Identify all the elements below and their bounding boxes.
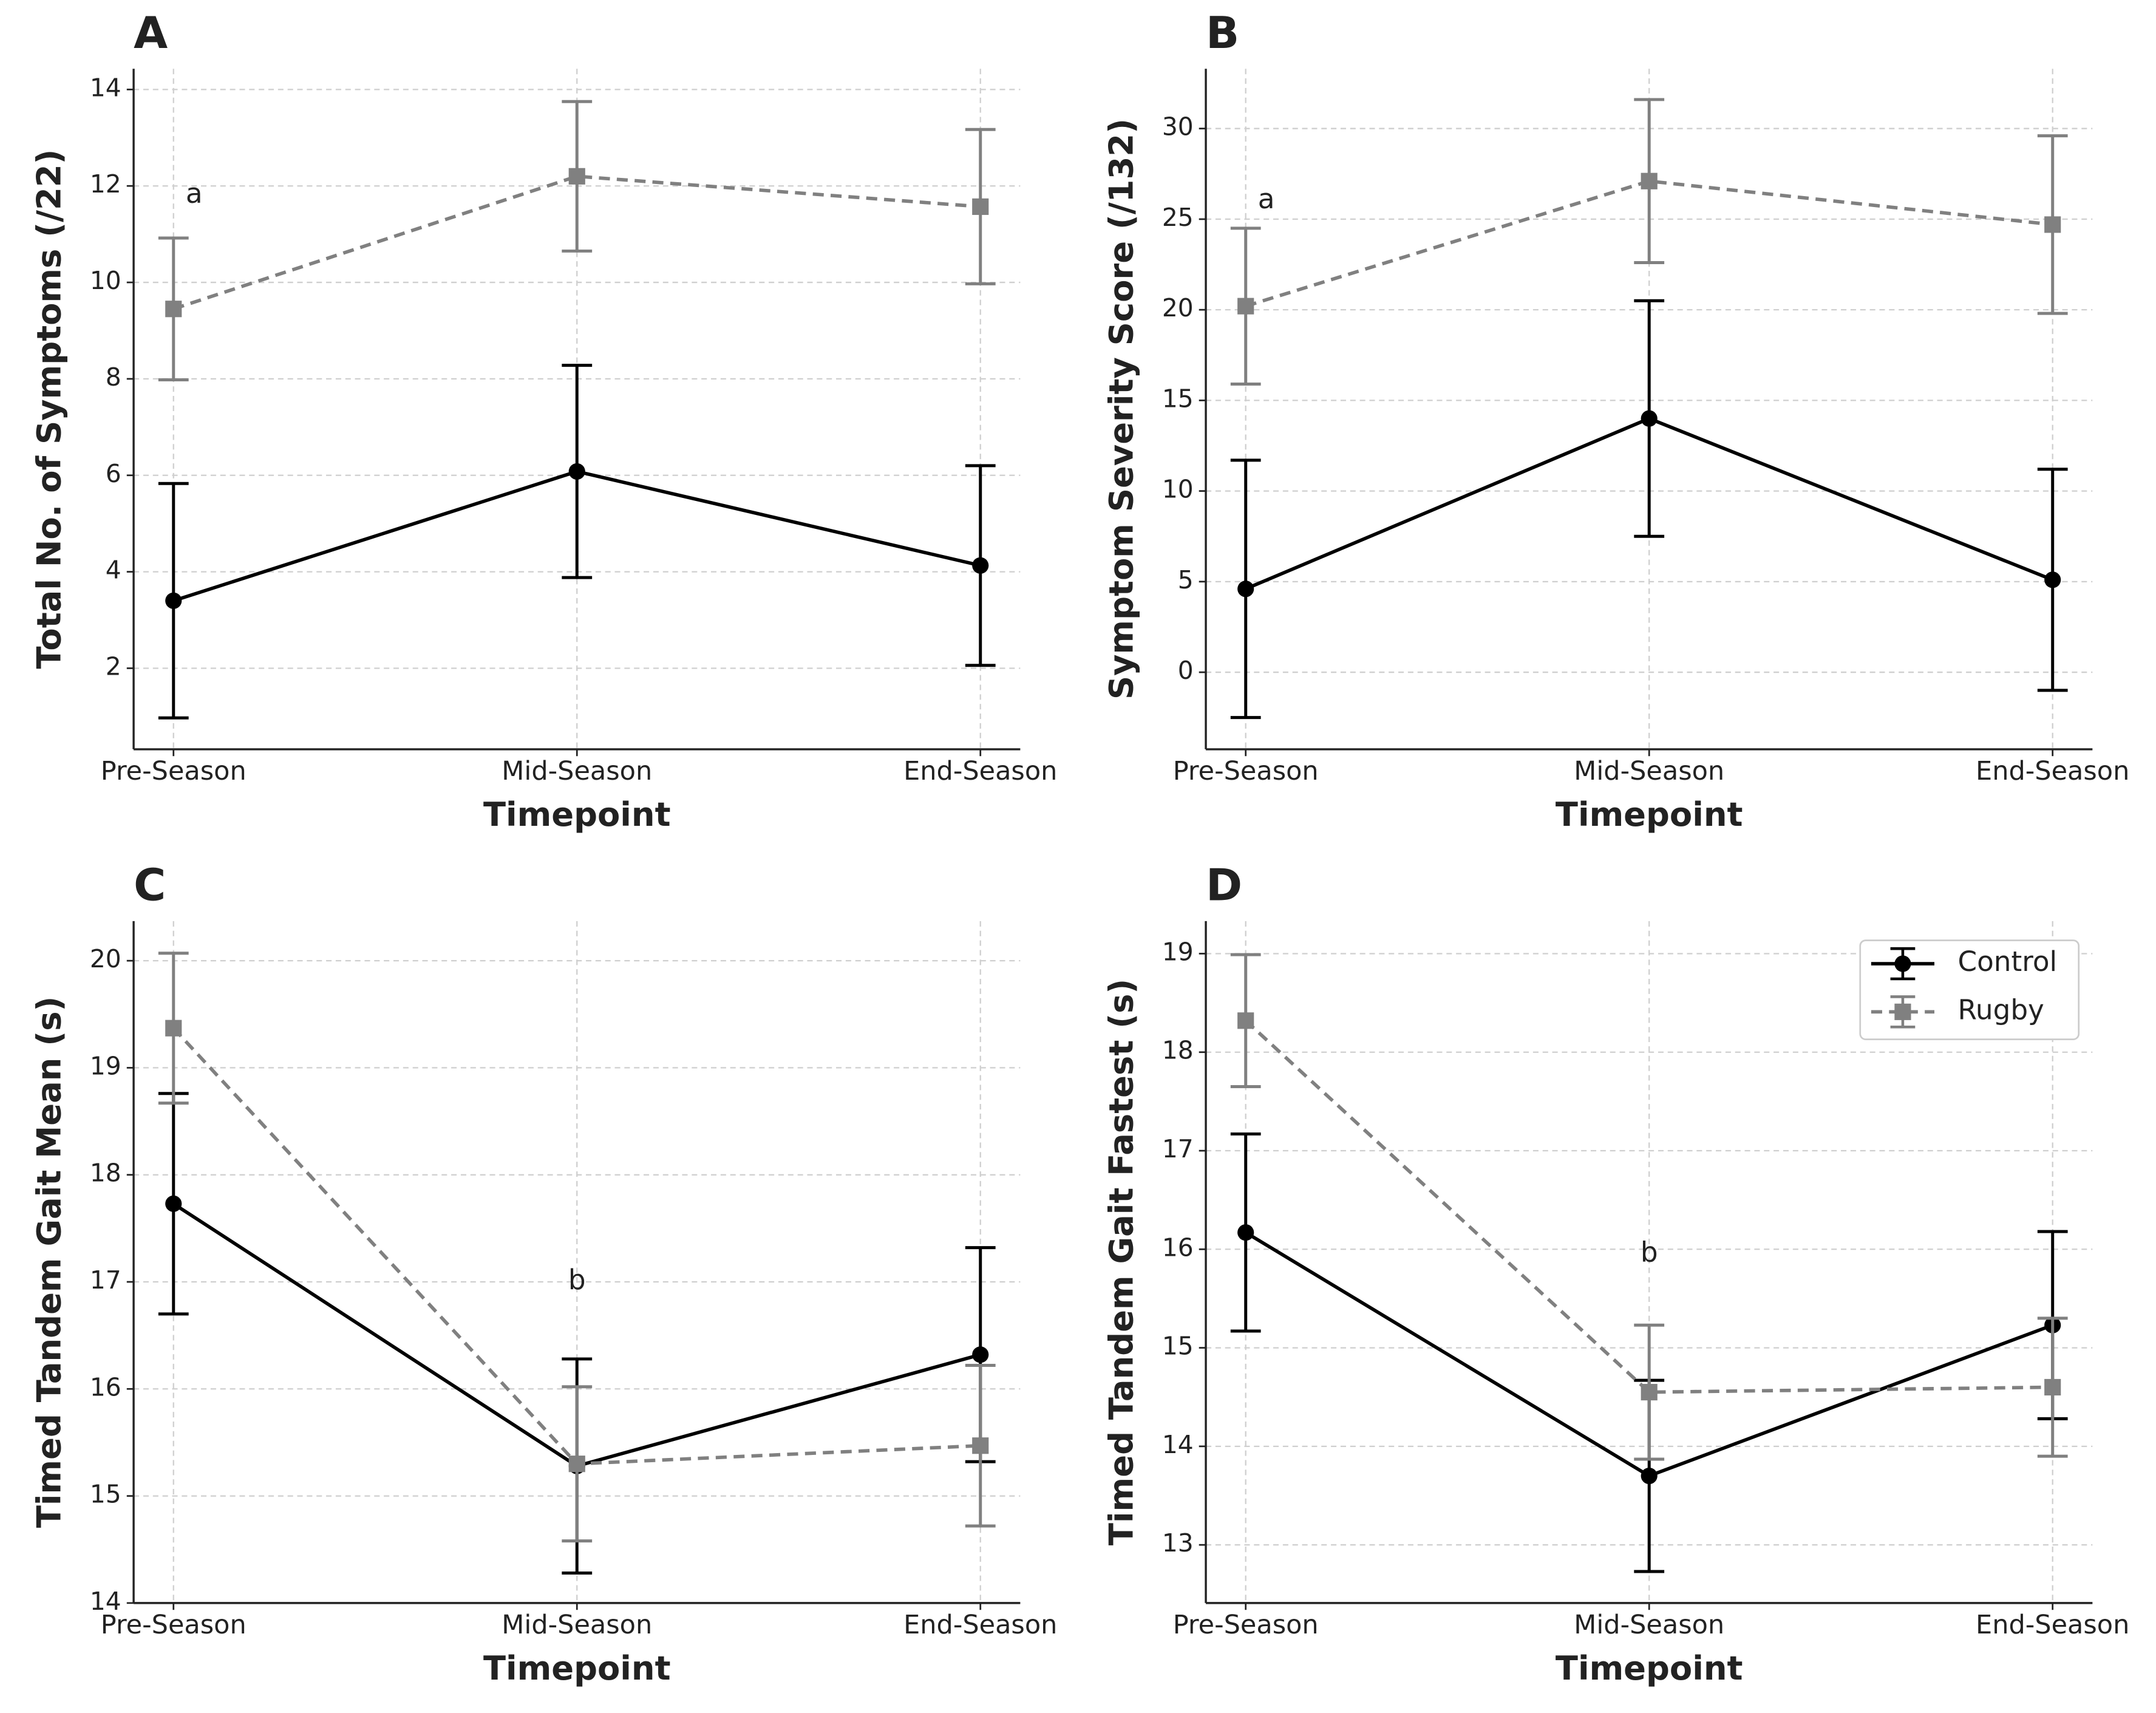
x-axis-label: Timepoint xyxy=(1556,795,1743,834)
x-tick-label: End-Season xyxy=(1976,1610,2129,1640)
marker xyxy=(568,168,585,185)
y-tick-label: 18 xyxy=(90,1159,121,1188)
panel: 2 4 6 8 10 12 14 Pre-Season Mid-Season End-Season… xyxy=(30,8,1057,834)
x-tick-label: Mid-Season xyxy=(1574,1610,1724,1640)
y-tick-label: 19 xyxy=(90,1051,121,1080)
marker xyxy=(2044,571,2061,588)
y-tick-label: 12 xyxy=(90,169,121,199)
x-axis-label: Timepoint xyxy=(1556,1649,1743,1687)
annotation: a xyxy=(1258,183,1275,215)
x-tick-label: End-Season xyxy=(903,1610,1057,1640)
x-tick-label: Pre-Season xyxy=(101,756,247,786)
marker xyxy=(1641,1384,1658,1401)
y-tick-label: 18 xyxy=(1162,1036,1194,1065)
legend-marker xyxy=(1894,955,1911,972)
marker xyxy=(165,1020,182,1037)
x-tick-label: Mid-Season xyxy=(502,756,652,786)
y-tick-label: 10 xyxy=(1162,475,1194,504)
y-tick-label: 16 xyxy=(90,1372,121,1401)
x-axis-label: Timepoint xyxy=(483,795,671,834)
y-tick-label: 4 xyxy=(106,556,121,585)
marker xyxy=(568,463,585,480)
legend-marker xyxy=(1894,1003,1911,1020)
marker xyxy=(972,557,989,574)
y-axis-label: Total No. of Symptoms (/22) xyxy=(30,149,68,669)
x-tick-label: End-Season xyxy=(903,756,1057,786)
legend-label: Control xyxy=(1957,945,2057,978)
marker xyxy=(165,301,182,318)
y-tick-label: 8 xyxy=(106,363,121,392)
marker xyxy=(165,1195,182,1212)
x-tick-label: Pre-Season xyxy=(1173,1610,1319,1640)
marker xyxy=(972,198,989,215)
y-tick-label: 20 xyxy=(90,944,121,973)
marker xyxy=(1237,1012,1254,1029)
marker xyxy=(165,592,182,609)
y-tick-label: 20 xyxy=(1162,293,1194,322)
y-tick-label: 5 xyxy=(1178,565,1194,594)
x-tick-label: End-Season xyxy=(1976,756,2129,786)
panel: 13 14 15 16 17 18 19 Pre-Season Mid-Season End-Se… xyxy=(1102,860,2129,1687)
marker xyxy=(1237,581,1254,598)
panel-label: B xyxy=(1206,8,1239,59)
panel: 14 15 16 17 18 19 20 Pre-Season Mid-Season End-Se… xyxy=(30,860,1057,1687)
x-axis-label: Timepoint xyxy=(483,1649,671,1687)
y-tick-label: 25 xyxy=(1162,203,1194,232)
marker xyxy=(972,1346,989,1363)
panel-label: D xyxy=(1206,860,1242,911)
panel-label: C xyxy=(134,860,166,911)
legend-label: Rugby xyxy=(1957,993,2044,1026)
y-tick-label: 14 xyxy=(1162,1430,1194,1459)
y-tick-label: 16 xyxy=(1162,1233,1194,1262)
y-tick-label: 17 xyxy=(1162,1134,1194,1163)
panel-label: A xyxy=(134,8,168,59)
y-tick-label: 30 xyxy=(1162,112,1194,141)
y-axis-label: Symptom Severity Score (/132) xyxy=(1102,118,1140,700)
marker xyxy=(1237,1224,1254,1241)
annotation: a xyxy=(186,177,203,209)
y-tick-label: 15 xyxy=(90,1480,121,1509)
y-tick-label: 13 xyxy=(1162,1528,1194,1558)
y-axis-label: Timed Tandem Gait Mean (s) xyxy=(30,996,68,1528)
marker xyxy=(1641,410,1658,427)
marker xyxy=(2044,216,2061,233)
y-tick-label: 6 xyxy=(106,459,121,488)
marker xyxy=(1641,172,1658,189)
y-tick-label: 14 xyxy=(90,73,121,102)
y-tick-label: 15 xyxy=(1162,1332,1194,1361)
series-line xyxy=(1244,1019,2053,1394)
annotation: b xyxy=(1641,1236,1658,1268)
y-axis-label: Timed Tandem Gait Fastest (s) xyxy=(1102,979,1140,1545)
y-tick-label: 0 xyxy=(1178,656,1194,685)
x-tick-label: Pre-Season xyxy=(1173,756,1319,786)
panel: 0 5 10 15 20 25 30 Pre-Season Mid-Season End-Seas… xyxy=(1102,8,2129,834)
y-tick-label: 14 xyxy=(90,1587,121,1616)
marker xyxy=(1641,1467,1658,1485)
x-tick-label: Pre-Season xyxy=(101,1610,247,1640)
y-tick-label: 17 xyxy=(90,1265,121,1295)
x-tick-label: Mid-Season xyxy=(502,1610,652,1640)
marker xyxy=(2044,1378,2061,1396)
y-tick-label: 2 xyxy=(106,652,121,681)
y-tick-label: 10 xyxy=(90,266,121,295)
marker xyxy=(568,1456,585,1473)
marker xyxy=(1237,298,1254,315)
annotation: b xyxy=(568,1264,586,1296)
x-tick-label: Mid-Season xyxy=(1574,756,1724,786)
marker xyxy=(972,1437,989,1454)
y-tick-label: 19 xyxy=(1162,937,1194,966)
y-tick-label: 15 xyxy=(1162,384,1194,413)
